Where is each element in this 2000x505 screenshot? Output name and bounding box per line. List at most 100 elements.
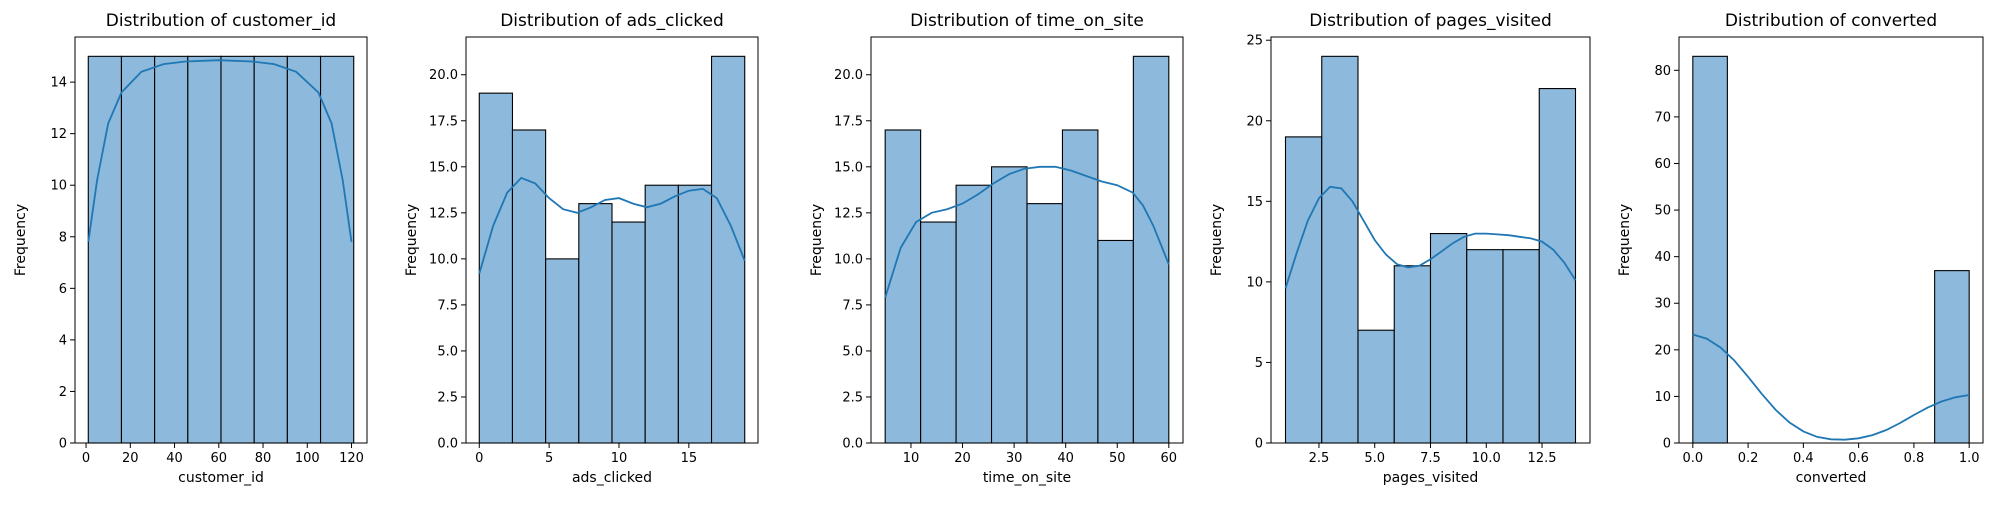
histogram-bar: [990, 166, 1028, 444]
kde-curve: [1692, 333, 1970, 441]
y-tick-label: 10.0: [834, 252, 863, 267]
y-tick-label: 5.0: [437, 344, 458, 359]
histogram-bar: [154, 55, 189, 444]
x-tick-label: 10: [611, 451, 628, 466]
x-tick-label: 10.0: [1472, 451, 1501, 466]
y-tick-label: 0.0: [437, 437, 458, 452]
histogram-bar: [884, 129, 922, 444]
y-tick-label: 15: [1246, 195, 1263, 210]
histogram-bar: [644, 184, 679, 444]
x-tick-label: 10: [903, 451, 920, 466]
y-axis-label: Frequency: [1617, 204, 1633, 276]
x-tick-label: 0.4: [1793, 451, 1814, 466]
chart-title: Distribution of time_on_site: [910, 11, 1144, 31]
histogram-bar: [120, 55, 156, 444]
kde-curve: [884, 165, 1170, 298]
histogram-bar: [955, 184, 993, 444]
y-tick-label: 80: [1654, 64, 1671, 79]
x-tick-label: 40: [166, 451, 183, 466]
x-tick-label: 100: [295, 451, 320, 466]
axes-frame: [74, 36, 368, 444]
x-tick-label: 20: [122, 451, 139, 466]
histogram-bar: [1429, 233, 1468, 444]
histogram-bar: [1321, 55, 1359, 444]
histogram-bar: [1284, 136, 1323, 444]
x-tick-label: 30: [1006, 451, 1023, 466]
histogram-bar: [611, 221, 646, 444]
y-tick-label: 17.5: [834, 114, 863, 129]
y-tick-label: 0.0: [842, 437, 863, 452]
histogram-bar: [1502, 249, 1540, 444]
kde-curve: [478, 176, 746, 274]
x-tick-label: 0.2: [1738, 451, 1759, 466]
y-tick-label: 40: [1654, 250, 1671, 265]
y-tick-label: 15.0: [429, 160, 458, 175]
x-tick-label: 20: [954, 451, 971, 466]
chart-title: Distribution of pages_visited: [1309, 11, 1551, 31]
x-tick-label: 12.5: [1528, 451, 1557, 466]
x-tick-label: 5.0: [1364, 451, 1385, 466]
x-tick-label: 2.5: [1309, 451, 1330, 466]
x-tick-label: 0: [475, 451, 483, 466]
y-tick-label: 70: [1654, 110, 1671, 125]
chart-title: Distribution of converted: [1725, 11, 1937, 31]
y-tick-label: 50: [1654, 204, 1671, 219]
x-tick-label: 7.5: [1420, 451, 1441, 466]
chart-title: Distribution of ads_clicked: [500, 11, 724, 31]
y-tick-label: 12.5: [834, 206, 863, 221]
x-tick-label: 0: [82, 451, 90, 466]
axes-frame: [1678, 36, 1984, 444]
histogram-panel: 10 20 30 40 50 60 0.0 2.5 5.0 7.5 10.0 12.5 15.0 17.5…: [809, 11, 1184, 486]
histogram-bar: [1466, 249, 1504, 444]
x-tick-label: 15: [681, 451, 698, 466]
histogram-bar: [220, 55, 255, 444]
y-tick-label: 10: [1654, 390, 1671, 405]
x-axis-label: pages_visited: [1383, 470, 1479, 486]
y-tick-label: 10.0: [429, 252, 458, 267]
y-tick-label: 6: [59, 282, 67, 297]
y-tick-label: 30: [1654, 297, 1671, 312]
y-tick-label: 2.5: [842, 390, 863, 405]
y-tick-label: 60: [1654, 157, 1671, 172]
histogram-panel: 0 20 40 60 80 100 120 0 2 4 6 8 10 12 14 Distribution o…: [13, 11, 368, 486]
x-tick-label: 80: [255, 451, 272, 466]
y-tick-label: 25: [1246, 34, 1263, 49]
histogram-panel: 0 5 10 15 0.0 2.5 5.0 7.5 10.0 12.5 15.0 17.5 20.0 Di…: [404, 11, 759, 486]
y-tick-label: 17.5: [429, 114, 458, 129]
histogram-bar: [1357, 329, 1395, 444]
histogram-bar: [1097, 239, 1134, 444]
histogram-bar: [319, 55, 355, 444]
kde-curve: [1284, 185, 1577, 289]
x-tick-label: 120: [339, 451, 364, 466]
y-tick-label: 15.0: [834, 160, 863, 175]
y-tick-label: 0: [59, 437, 67, 452]
y-tick-label: 12: [50, 127, 67, 142]
y-axis-label: Frequency: [809, 204, 825, 276]
y-tick-label: 5.0: [842, 344, 863, 359]
histogram-bar: [253, 55, 288, 444]
y-tick-label: 10: [50, 179, 67, 194]
y-tick-label: 20.0: [834, 68, 863, 83]
x-tick-label: 60: [1161, 451, 1178, 466]
x-tick-label: 40: [1057, 451, 1074, 466]
histogram-bar: [578, 203, 613, 444]
histogram-bar: [677, 184, 713, 444]
y-tick-label: 8: [59, 230, 67, 245]
x-axis-label: converted: [1796, 470, 1867, 486]
kde-curve: [87, 59, 353, 243]
y-tick-label: 20: [1654, 343, 1671, 358]
y-axis-label: Frequency: [1209, 204, 1225, 276]
y-tick-label: 12.5: [429, 206, 458, 221]
histogram-bar: [1393, 265, 1432, 444]
x-axis-label: time_on_site: [983, 470, 1071, 486]
y-tick-label: 20: [1246, 114, 1263, 129]
histogram-bar: [920, 221, 957, 444]
x-tick-label: 0.0: [1682, 451, 1703, 466]
histogram-bar: [87, 55, 123, 444]
y-axis-label: Frequency: [404, 204, 420, 276]
x-axis-label: customer_id: [178, 470, 264, 486]
histogram-bar: [1061, 129, 1099, 444]
histogram-bar: [187, 55, 222, 444]
histogram-bar: [1692, 55, 1728, 444]
